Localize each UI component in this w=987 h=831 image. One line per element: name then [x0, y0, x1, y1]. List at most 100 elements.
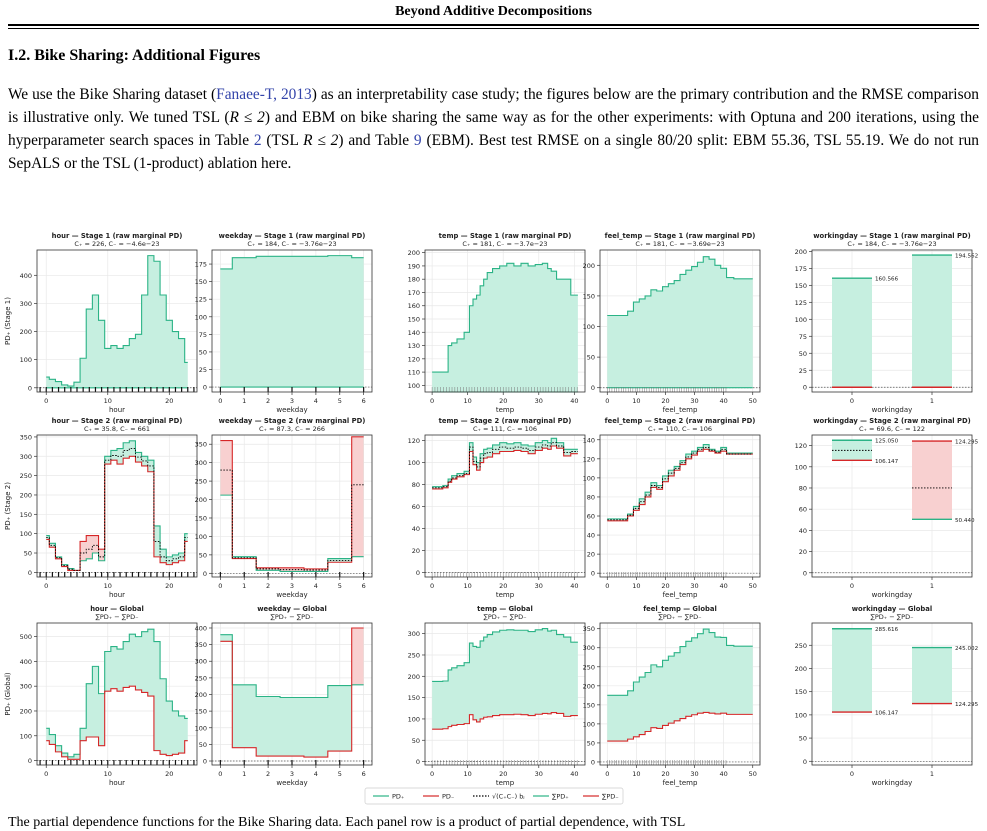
pd-panel-stage2-temp: temp — Stage 2 (raw marginal PD)C₊ = 111… — [408, 417, 586, 599]
y-tick-label: 250 — [408, 651, 420, 659]
y-tick-label: 350 — [195, 441, 207, 449]
x-tick-label: 30 — [535, 770, 543, 778]
x-tick-label: 5 — [338, 397, 342, 405]
x-tick-label: 3 — [290, 770, 294, 778]
panel-title: hour — Global — [90, 605, 144, 613]
y-tick-label: 125 — [195, 296, 207, 304]
pos-series-line — [432, 627, 578, 682]
y-tick-label: 40 — [412, 525, 420, 533]
x-axis-label: workingday — [872, 406, 913, 414]
pos-series-line — [432, 437, 578, 488]
y-tick-label: 350 — [583, 625, 595, 633]
bar-fill — [832, 628, 872, 713]
x-tick-label: 40 — [719, 397, 727, 405]
y-tick-label: 50 — [587, 739, 595, 747]
x-tick-label: 20 — [661, 582, 669, 590]
y-tick-label: 100 — [583, 323, 595, 331]
y-tick-label: 150 — [20, 511, 32, 519]
y-tick-label: 100 — [408, 715, 420, 723]
y-tick-label: 60 — [799, 506, 807, 514]
x-axis-label: temp — [496, 591, 515, 599]
x-tick-label: 10 — [104, 397, 112, 405]
bar-fill — [832, 440, 872, 461]
pos-fill-area — [46, 255, 188, 388]
legend-label: √(C₊C₋) bⱼ — [492, 793, 524, 801]
x-tick-label: 10 — [104, 770, 112, 778]
x-tick-label: 3 — [290, 397, 294, 405]
neg-series-line — [220, 436, 364, 570]
panel-subtitle: C₊ = 184, C₋ = −3.76e−23 — [847, 240, 936, 248]
x-tick-label: 4 — [314, 770, 318, 778]
x-tick-label: 10 — [464, 770, 472, 778]
x-tick-label: 10 — [632, 770, 640, 778]
data-label: 124.295 — [955, 702, 979, 708]
x-axis-label: temp — [496, 779, 515, 787]
neg-fill-area — [98, 549, 105, 561]
x-tick-label: 10 — [632, 397, 640, 405]
pd-panel-stage2-weekday: weekday — Stage 2 (raw marginal PD)C₊ = … — [195, 417, 373, 599]
y-tick-label: 0 — [203, 758, 207, 766]
x-axis-label: hour — [109, 591, 125, 599]
panel-title: temp — Stage 1 (raw marginal PD) — [439, 232, 572, 240]
y-tick-label: 80 — [799, 484, 807, 492]
running-head: Beyond Additive Decompositions — [395, 4, 592, 19]
y-tick-label: 300 — [583, 644, 595, 652]
neg-series-line — [46, 685, 188, 760]
y-tick-label: 400 — [195, 624, 207, 632]
x-tick-label: 0 — [850, 770, 854, 778]
y-tick-label: 75 — [199, 331, 207, 339]
y-tick-label: 0 — [203, 384, 207, 392]
y-tick-label: 120 — [408, 355, 420, 363]
panel-title: hour — Stage 1 (raw marginal PD) — [52, 232, 183, 240]
citation-link[interactable]: Fanaee-T, 2013 — [216, 86, 312, 103]
pd-panel-stage2-hour: hour — Stage 2 (raw marginal PD)C₊ = 35.… — [4, 417, 198, 599]
pos-fill-area — [220, 255, 364, 388]
y-tick-label: 350 — [195, 641, 207, 649]
x-axis-label: feel_temp — [663, 591, 698, 599]
y-tick-label: 350 — [20, 433, 32, 441]
x-axis-label: weekday — [276, 406, 307, 414]
x-tick-label: 10 — [464, 397, 472, 405]
y-tick-label: 0 — [591, 384, 595, 392]
pos-series-line — [607, 443, 753, 520]
neg-series-line — [220, 627, 364, 758]
x-tick-label: 0 — [218, 397, 222, 405]
y-tick-label: 130 — [408, 342, 420, 350]
x-tick-label: 30 — [535, 397, 543, 405]
x-tick-label: 50 — [749, 770, 757, 778]
y-tick-label: 300 — [195, 459, 207, 467]
x-tick-label: 0 — [430, 397, 434, 405]
axes-frame — [599, 622, 761, 766]
y-tick-label: 160 — [408, 302, 420, 310]
y-tick-label: 50 — [799, 735, 807, 743]
y-tick-label: 250 — [795, 642, 807, 650]
x-tick-label: 0 — [44, 582, 48, 590]
axes-frame — [811, 434, 973, 578]
x-axis-label: hour — [109, 406, 125, 414]
pd-panel-stage1-workingday: workingday — Stage 1 (raw marginal PD)C₊… — [795, 232, 979, 414]
table-ref-link[interactable]: 2 — [253, 132, 262, 149]
pos-series-line — [432, 262, 578, 373]
y-tick-label: 150 — [583, 701, 595, 709]
x-tick-label: 0 — [44, 397, 48, 405]
y-tick-label: 200 — [583, 262, 595, 270]
neg-fill-area — [92, 535, 99, 554]
data-label: 285.616 — [875, 627, 899, 633]
table-ref-link[interactable]: 9 — [413, 132, 422, 149]
axes-frame — [811, 622, 973, 766]
y-tick-label: 150 — [583, 292, 595, 300]
panel-subtitle: C₊ = 184, C₋ = −3.76e−23 — [247, 240, 336, 248]
y-tick-label: 150 — [795, 282, 807, 290]
x-axis-label: hour — [109, 779, 125, 787]
y-tick-label: 150 — [408, 694, 420, 702]
x-tick-label: 10 — [632, 582, 640, 590]
panel-title: weekday — Global — [257, 605, 327, 613]
neg-fill-area — [256, 567, 281, 571]
x-tick-label: 3 — [290, 582, 294, 590]
pos-fill-area — [607, 444, 753, 521]
neg-series-line — [432, 711, 578, 730]
y-tick-label: 100 — [408, 459, 420, 467]
panel-subtitle: C₊ = 181, C₋ = −3.69e−23 — [635, 240, 724, 248]
header-rule-thin — [8, 28, 979, 29]
y-tick-label: 60 — [412, 503, 420, 511]
